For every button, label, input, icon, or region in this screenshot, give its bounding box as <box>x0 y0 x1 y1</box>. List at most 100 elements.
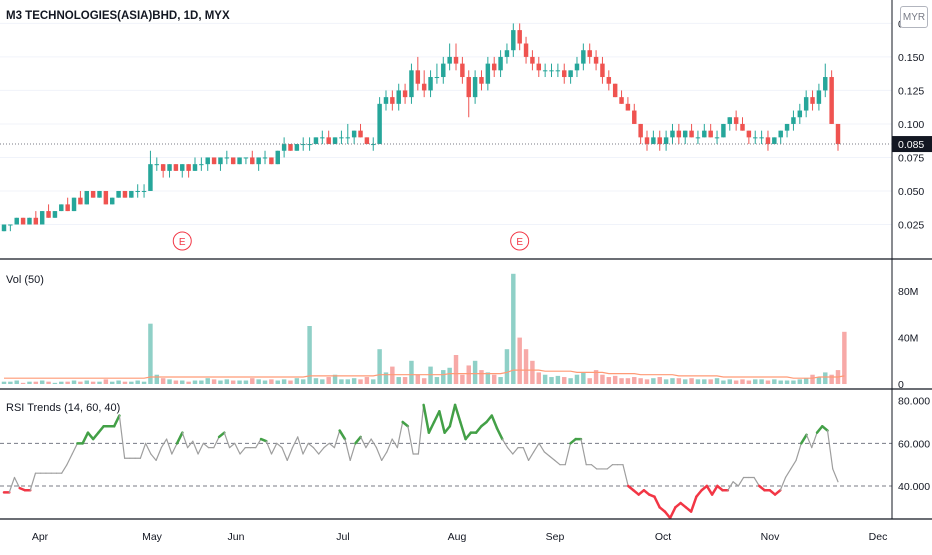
volume-bar <box>129 381 134 384</box>
rsi-segment <box>370 438 378 449</box>
volume-bar <box>606 377 612 384</box>
volume-bar <box>332 374 338 384</box>
volume-bar <box>562 377 567 384</box>
volume-bar <box>135 380 140 384</box>
volume-bar <box>59 381 64 384</box>
candle-body <box>409 70 414 98</box>
rsi-segment <box>732 481 739 487</box>
rsi-segment <box>234 442 241 455</box>
candle-body <box>180 164 185 171</box>
rsi-segment <box>81 431 90 445</box>
candle-body <box>625 103 631 111</box>
candle-body <box>288 144 293 151</box>
volume-bar <box>816 377 822 384</box>
candle-body <box>33 217 39 225</box>
rsi-segment <box>396 421 404 449</box>
candle-body <box>192 164 198 171</box>
rsi-segment <box>118 415 126 459</box>
rsi-segment <box>811 432 818 449</box>
volume-bar <box>530 360 535 384</box>
candle-body <box>504 50 510 57</box>
volume-bar <box>632 377 637 384</box>
rsi-segment <box>8 476 16 493</box>
rsi-segment <box>213 436 220 449</box>
volume-bar <box>256 379 261 384</box>
last-price-tag-bg <box>892 136 932 153</box>
volume-bar <box>167 379 172 384</box>
volume-bar <box>644 379 650 384</box>
candle-body <box>823 77 828 91</box>
rsi-segment <box>255 438 262 449</box>
rsi-segment <box>427 420 436 434</box>
rsi-segment <box>391 438 398 449</box>
rsi-segment <box>821 425 829 432</box>
volume-bar <box>466 365 471 384</box>
candle-body <box>733 117 739 124</box>
volume-bar <box>746 380 752 384</box>
candle-body <box>110 197 115 205</box>
candle-body <box>218 157 223 165</box>
volume-bar <box>20 382 26 384</box>
pane-dividers <box>0 0 932 520</box>
volume-bar <box>460 374 465 384</box>
candle-body <box>791 117 796 124</box>
time-tick-label: Aug <box>448 531 467 543</box>
rsi-segment <box>407 425 414 455</box>
volume-bar <box>313 378 319 384</box>
candle-body <box>619 97 624 104</box>
volume-bar <box>351 378 357 384</box>
rsi-segment <box>61 464 68 474</box>
volume-bar <box>695 379 701 384</box>
rsi-segment <box>91 431 100 441</box>
rsi-tick-label: 80.000 <box>898 396 930 408</box>
volume-bar <box>33 381 39 384</box>
candle-body <box>281 144 287 151</box>
candle-body <box>632 110 637 124</box>
volume-bar <box>772 379 777 384</box>
rsi-segment <box>228 442 236 449</box>
volume-bar <box>8 381 13 384</box>
candle-body <box>721 123 726 138</box>
rsi-segment <box>328 442 336 449</box>
rsi-segment <box>192 440 199 455</box>
volume-bar <box>784 380 790 384</box>
candle-body <box>65 204 70 212</box>
candle-body <box>269 157 274 165</box>
volume-bar <box>294 378 300 384</box>
candle-body <box>402 90 408 98</box>
time-tick-label: Apr <box>32 531 49 543</box>
currency-button[interactable]: MYR <box>900 6 928 28</box>
candle-body <box>148 164 153 191</box>
volume-bar <box>702 379 707 384</box>
candle-body <box>644 137 650 145</box>
volume-bar <box>721 380 726 384</box>
candle-body <box>371 144 376 146</box>
rsi-segment <box>606 464 614 470</box>
candle-body <box>753 137 758 139</box>
candle-body <box>211 157 217 165</box>
volume-bar <box>670 378 675 384</box>
volume-bar <box>415 374 421 384</box>
candle-body <box>390 97 395 104</box>
rsi-segment <box>401 420 410 428</box>
volume-bar <box>275 380 280 384</box>
volume-bar <box>122 381 128 384</box>
rsi-segment <box>422 403 431 434</box>
candle-body <box>555 70 561 72</box>
rsi-segment <box>622 464 629 487</box>
rsi-tick-label: 60.000 <box>898 438 930 450</box>
volume-bar <box>829 374 834 384</box>
chart-title: M3 TECHNOLOGIES(ASIA)BHD, 1D, MYX <box>6 10 230 22</box>
volume-bar <box>110 381 115 384</box>
candle-body <box>129 190 134 198</box>
candle-body <box>772 137 777 145</box>
rsi-segment <box>239 447 246 455</box>
volume-bar <box>791 380 796 384</box>
volume-bar <box>199 380 204 384</box>
volume-bar <box>180 380 185 384</box>
rsi-segment <box>590 464 598 470</box>
rsi-segment <box>139 442 147 459</box>
candle-body <box>682 130 688 138</box>
candle-body <box>275 150 280 165</box>
candle-body <box>485 63 491 84</box>
